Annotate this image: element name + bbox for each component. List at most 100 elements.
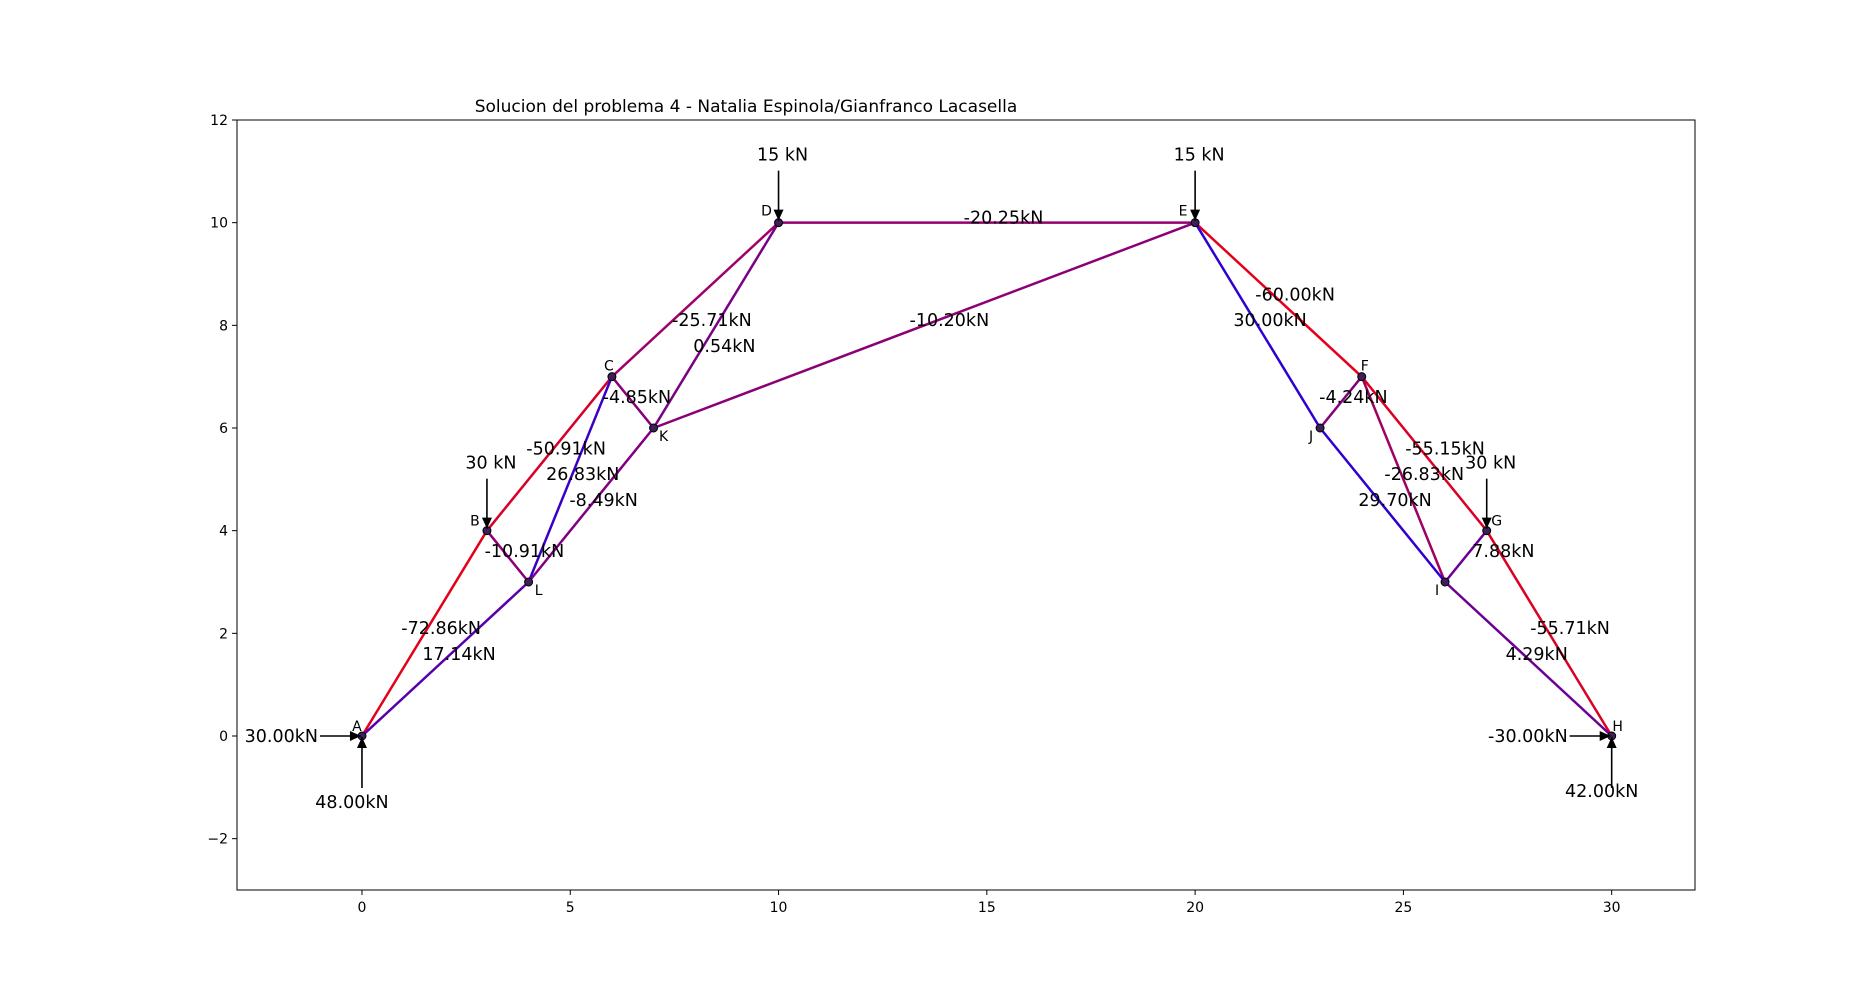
force-label-BL: -10.91kN bbox=[485, 542, 565, 562]
force-label-EF: -60.00kN bbox=[1255, 286, 1335, 306]
force-label-EJ: 30.00kN bbox=[1233, 311, 1306, 331]
x-tick-label: 25 bbox=[1394, 900, 1412, 916]
plot-frame bbox=[236, 119, 1696, 891]
force-label-IH: 4.29kN bbox=[1506, 645, 1568, 665]
member-AB bbox=[360, 529, 489, 738]
truss-nodes: A B C D E F G H I J K L bbox=[352, 204, 1623, 741]
member-EF bbox=[1193, 221, 1363, 378]
force-label-FG: -55.15kN bbox=[1405, 440, 1485, 460]
chart-title: Solucion del problema 4 - Natalia Espino… bbox=[475, 97, 1018, 117]
reaction-v-arrow-A bbox=[356, 737, 367, 788]
load-label-G: 30 kN bbox=[1465, 454, 1516, 474]
force-label-JI: 29.70kN bbox=[1358, 491, 1431, 511]
y-tick-label: 2 bbox=[219, 626, 228, 642]
y-tick-label: 4 bbox=[219, 524, 228, 540]
node-F bbox=[1357, 372, 1367, 382]
y-tick-label: 12 bbox=[210, 113, 228, 129]
force-label-AB: -72.86kN bbox=[401, 619, 481, 639]
node-label-A: A bbox=[352, 719, 362, 735]
force-label-GH: -55.71kN bbox=[1530, 619, 1610, 639]
x-tick-label: 0 bbox=[358, 900, 367, 916]
reaction-h-arrow-A-head bbox=[349, 731, 361, 741]
load-arrow-B bbox=[481, 478, 492, 529]
member-EJ bbox=[1193, 221, 1322, 430]
y-tick-label: 8 bbox=[219, 318, 228, 334]
member-AL bbox=[360, 580, 530, 738]
node-label-J: J bbox=[1308, 429, 1313, 445]
reaction-v-label-A: 48.00kN bbox=[315, 793, 388, 813]
x-tick-label: 10 bbox=[770, 900, 788, 916]
member-IH bbox=[1443, 580, 1613, 738]
force-label-CK: -4.85kN bbox=[603, 388, 672, 408]
reaction-h-label-H: -30.00kN bbox=[1488, 727, 1568, 747]
x-tick-label: 30 bbox=[1603, 900, 1621, 916]
x-tick-label: 15 bbox=[978, 900, 996, 916]
load-arrow-D-head bbox=[773, 209, 784, 221]
member-KD bbox=[652, 221, 780, 430]
reaction-h-arrow-H bbox=[1569, 731, 1611, 741]
y-tick-label: −2 bbox=[207, 832, 228, 848]
y-tick-label: 0 bbox=[219, 729, 228, 745]
load-arrow-G-head bbox=[1481, 517, 1492, 529]
node-label-L: L bbox=[535, 583, 543, 599]
member-JI bbox=[1318, 426, 1447, 584]
node-label-D: D bbox=[761, 204, 772, 220]
node-L bbox=[524, 577, 534, 587]
y-tick-label: 10 bbox=[210, 216, 228, 232]
force-label-AL: 17.14kN bbox=[422, 645, 495, 665]
force-arrows: 15 kN 15 kN 30 kN 30 kN 30.00kN 48.00kN -30.00… bbox=[245, 146, 1639, 813]
x-tick-label: 20 bbox=[1186, 900, 1204, 916]
node-label-B: B bbox=[470, 514, 480, 530]
force-label-BC: -50.91kN bbox=[526, 440, 606, 460]
node-label-I: I bbox=[1435, 583, 1439, 599]
member-force-labels: -72.86kN 17.14kN -50.91kN -10.91kN 26.83kN -8… bbox=[401, 209, 1610, 665]
node-label-F: F bbox=[1361, 359, 1369, 375]
reaction-v-label-H: 42.00kN bbox=[1565, 782, 1638, 802]
load-arrow-B-head bbox=[481, 517, 492, 529]
reaction-v-arrow-A-head bbox=[356, 737, 367, 748]
force-label-CL: 26.83kN bbox=[546, 465, 619, 485]
force-label-FJ: -4.24kN bbox=[1319, 388, 1388, 408]
member-CL bbox=[527, 375, 614, 584]
reaction-v-arrow-H-head bbox=[1606, 737, 1617, 748]
force-label-CD: -25.71kN bbox=[672, 311, 752, 331]
load-label-E: 15 kN bbox=[1174, 146, 1225, 166]
reaction-h-arrow-H-head bbox=[1599, 731, 1611, 741]
load-label-D: 15 kN bbox=[757, 146, 808, 166]
member-GH bbox=[1485, 529, 1613, 738]
load-arrow-D bbox=[773, 170, 784, 221]
x-tick-label: 5 bbox=[566, 900, 575, 916]
node-label-C: C bbox=[604, 359, 614, 375]
load-arrow-E-head bbox=[1190, 209, 1201, 221]
force-label-DE: -20.25kN bbox=[964, 209, 1044, 229]
load-arrow-E bbox=[1190, 170, 1201, 221]
node-label-E: E bbox=[1179, 204, 1188, 220]
node-C bbox=[607, 372, 617, 382]
node-K bbox=[649, 423, 659, 433]
node-label-H: H bbox=[1612, 719, 1623, 735]
member-BL bbox=[485, 529, 530, 584]
y-tick-label: 6 bbox=[219, 421, 228, 437]
load-label-B: 30 kN bbox=[465, 454, 516, 474]
force-label-IG: 7.88kN bbox=[1472, 542, 1534, 562]
force-label-KE: -10.20kN bbox=[910, 311, 990, 331]
node-label-K: K bbox=[659, 429, 669, 445]
reaction-h-label-A: 30.00kN bbox=[245, 727, 318, 747]
member-IG bbox=[1443, 529, 1488, 584]
member-FJ bbox=[1318, 375, 1363, 430]
truss-members bbox=[360, 221, 1613, 738]
force-label-FI: -26.83kN bbox=[1384, 465, 1464, 485]
member-FI bbox=[1360, 375, 1447, 584]
member-FG bbox=[1360, 375, 1488, 532]
member-BC bbox=[485, 375, 614, 532]
member-CD bbox=[610, 221, 780, 378]
force-label-LK: -8.49kN bbox=[569, 491, 638, 511]
reaction-h-arrow-A bbox=[319, 731, 361, 741]
axes: 0 5 10 15 20 25 30 −2 0 2 4 6 8 10 12 bbox=[207, 113, 1620, 916]
load-arrow-G bbox=[1481, 478, 1492, 529]
node-I bbox=[1440, 577, 1450, 587]
member-LK bbox=[527, 426, 655, 584]
node-label-G: G bbox=[1491, 514, 1502, 530]
force-label-KD: 0.54kN bbox=[693, 337, 755, 357]
